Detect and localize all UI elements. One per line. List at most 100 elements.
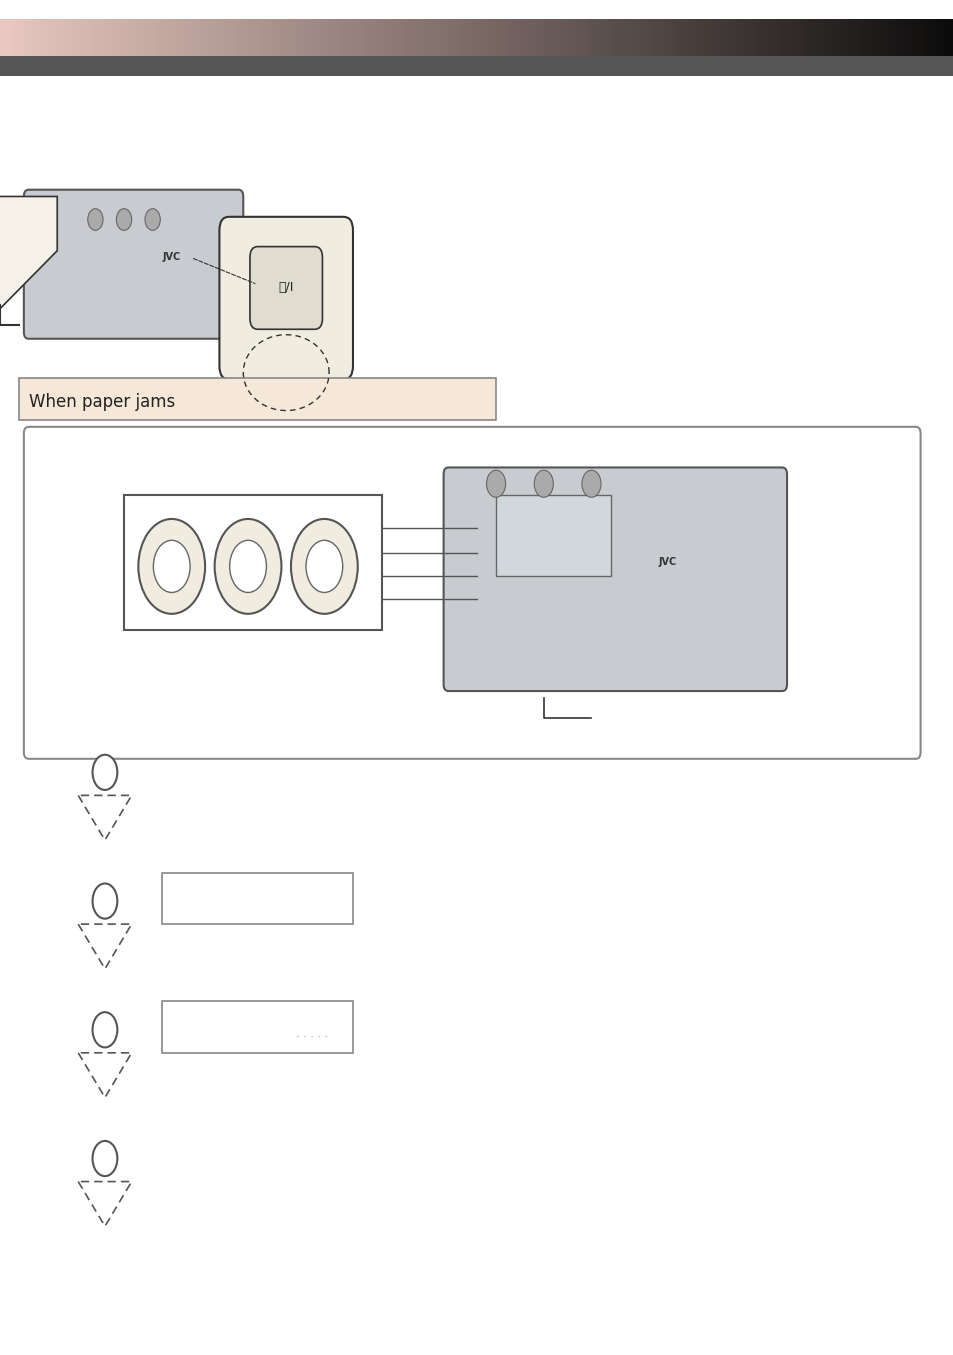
Bar <box>667 19 672 57</box>
Bar <box>724 19 729 57</box>
Bar <box>515 19 519 57</box>
FancyBboxPatch shape <box>24 190 243 339</box>
Bar <box>276 19 281 57</box>
Bar <box>529 19 534 57</box>
Bar <box>848 19 853 57</box>
Bar <box>615 19 619 57</box>
Bar <box>52 19 57 57</box>
Bar <box>567 19 572 57</box>
Bar <box>324 19 329 57</box>
Bar <box>805 19 810 57</box>
Bar <box>920 19 924 57</box>
Bar <box>700 19 705 57</box>
Text: . . . . .: . . . . . <box>295 1028 328 1039</box>
Bar <box>119 19 124 57</box>
Bar <box>901 19 905 57</box>
Bar <box>519 19 524 57</box>
Bar <box>162 1001 353 1053</box>
Bar <box>400 19 405 57</box>
Bar <box>662 19 667 57</box>
FancyBboxPatch shape <box>219 217 353 379</box>
Bar <box>343 19 348 57</box>
Bar <box>548 19 553 57</box>
Bar <box>681 19 686 57</box>
Bar <box>148 19 152 57</box>
Bar <box>253 19 257 57</box>
FancyBboxPatch shape <box>19 378 496 420</box>
Bar <box>619 19 624 57</box>
Bar <box>229 19 233 57</box>
Bar <box>286 19 291 57</box>
Bar <box>110 19 114 57</box>
Bar <box>214 19 219 57</box>
Bar <box>367 19 372 57</box>
Bar <box>605 19 610 57</box>
Bar <box>753 19 758 57</box>
Bar <box>357 19 362 57</box>
Bar <box>467 19 472 57</box>
Bar <box>386 19 391 57</box>
Bar <box>114 19 119 57</box>
Bar <box>100 19 105 57</box>
Bar <box>524 19 529 57</box>
Bar <box>448 19 453 57</box>
Bar <box>71 19 76 57</box>
Bar <box>43 19 48 57</box>
Bar <box>186 19 191 57</box>
Polygon shape <box>0 196 57 318</box>
Circle shape <box>306 541 342 592</box>
FancyBboxPatch shape <box>250 247 322 329</box>
Bar <box>395 19 400 57</box>
Bar <box>305 19 310 57</box>
Bar <box>496 19 500 57</box>
Circle shape <box>486 470 505 497</box>
Bar <box>591 19 596 57</box>
Bar <box>886 19 891 57</box>
Bar <box>105 19 110 57</box>
Bar <box>834 19 839 57</box>
Bar <box>33 19 38 57</box>
Circle shape <box>88 209 103 230</box>
Bar <box>596 19 600 57</box>
Circle shape <box>214 519 281 614</box>
Bar <box>739 19 743 57</box>
Text: JVC: JVC <box>162 252 180 263</box>
Bar <box>14 19 19 57</box>
Bar <box>443 19 448 57</box>
Bar <box>686 19 691 57</box>
FancyBboxPatch shape <box>496 495 610 576</box>
Bar <box>191 19 195 57</box>
Bar <box>138 19 143 57</box>
Bar <box>572 19 577 57</box>
Bar <box>934 19 939 57</box>
Bar <box>639 19 643 57</box>
Bar <box>334 19 338 57</box>
Bar <box>129 19 133 57</box>
Bar <box>243 19 248 57</box>
Bar <box>124 19 129 57</box>
Bar <box>238 19 243 57</box>
Bar <box>943 19 948 57</box>
Circle shape <box>230 541 266 592</box>
Bar <box>419 19 424 57</box>
Bar <box>715 19 720 57</box>
Bar <box>734 19 739 57</box>
Bar <box>210 19 214 57</box>
Bar <box>672 19 677 57</box>
Bar <box>772 19 777 57</box>
Bar <box>677 19 681 57</box>
Bar <box>796 19 801 57</box>
Bar <box>67 19 71 57</box>
Bar <box>29 19 33 57</box>
Bar <box>791 19 796 57</box>
Bar <box>858 19 862 57</box>
Circle shape <box>116 209 132 230</box>
Bar <box>5 19 10 57</box>
Bar <box>481 19 486 57</box>
Bar <box>948 19 953 57</box>
Bar <box>462 19 467 57</box>
Bar <box>329 19 334 57</box>
Bar <box>896 19 901 57</box>
Bar <box>500 19 505 57</box>
Bar <box>862 19 867 57</box>
